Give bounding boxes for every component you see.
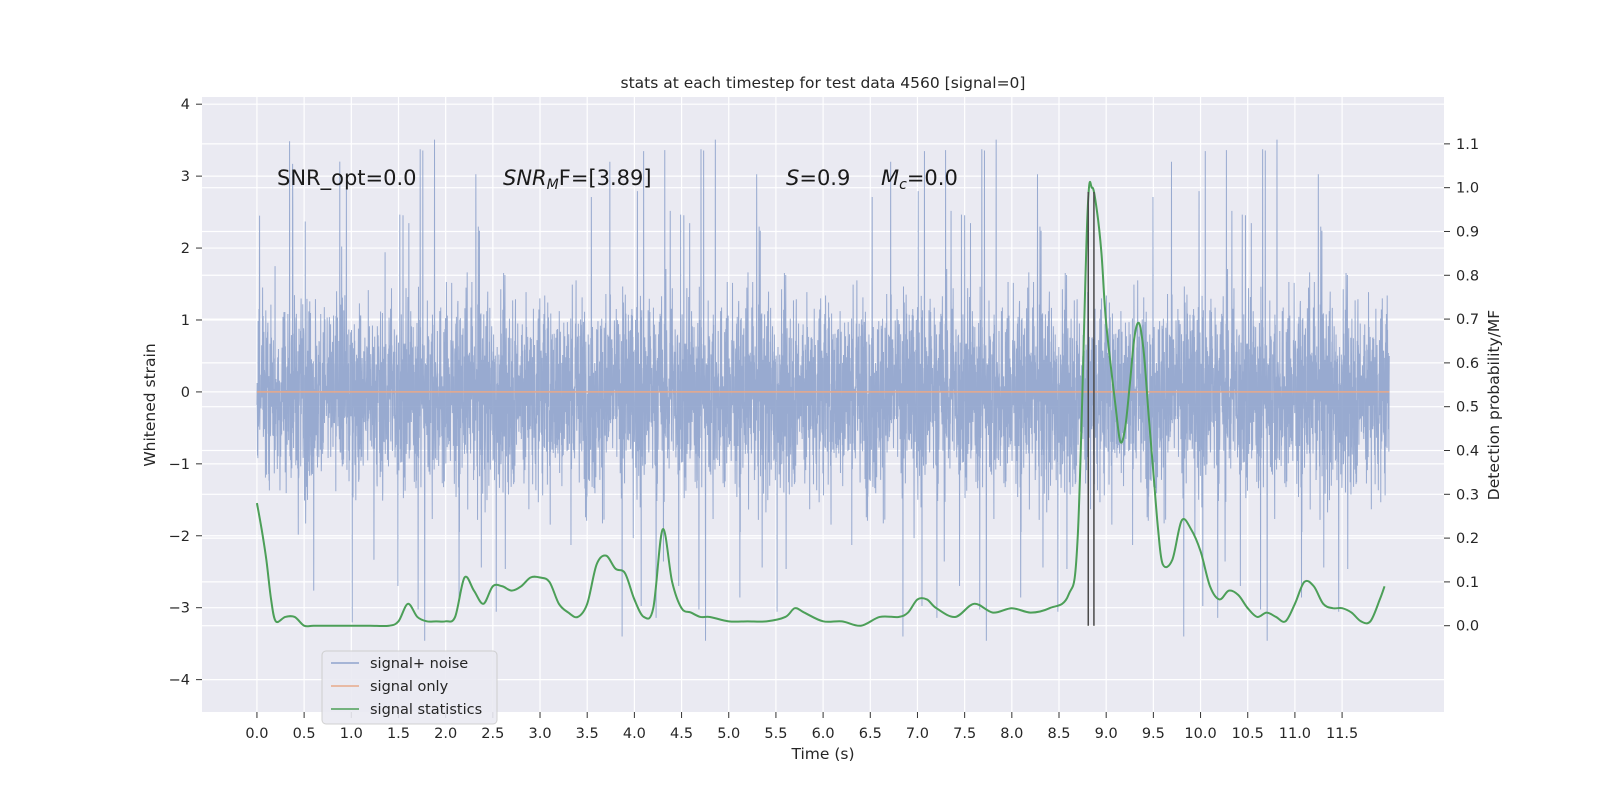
y-tick-label-right: 1.1 bbox=[1456, 137, 1479, 153]
annotation-s-value: =0.9 bbox=[799, 166, 850, 190]
annotation-snr-mf-sub: M bbox=[547, 177, 559, 193]
annotation-mc-sub: c bbox=[899, 177, 907, 193]
annotation-snr-mf-value: F=[3.89] bbox=[559, 166, 652, 190]
y-tick-label-right: 0.5 bbox=[1456, 400, 1479, 416]
x-tick-label: 1.0 bbox=[340, 726, 363, 742]
legend: signal+ noise signal only signal statist… bbox=[321, 650, 498, 725]
legend-label-signal-only: signal only bbox=[370, 679, 449, 695]
annotation-mc-stat: Mc=0.0 bbox=[881, 166, 958, 193]
y-tick-label-right: 1.0 bbox=[1456, 181, 1479, 197]
y-axis-label-left: Whitened strain bbox=[141, 343, 159, 466]
x-tick-label: 8.5 bbox=[1047, 726, 1070, 742]
x-tick-label: 4.0 bbox=[623, 726, 646, 742]
x-tick-label: 5.0 bbox=[717, 726, 740, 742]
y-tick-label-left: 4 bbox=[181, 97, 190, 113]
x-axis-label: Time (s) bbox=[790, 745, 854, 763]
y-tick-label-left: 3 bbox=[181, 169, 190, 185]
annotation-snr-mf: SNRMF=[3.89] bbox=[503, 166, 652, 193]
y-tick-label-left: −1 bbox=[169, 457, 190, 473]
y-tick-label-right: 0.6 bbox=[1456, 356, 1479, 372]
x-tick-label: 3.5 bbox=[576, 726, 599, 742]
x-tick-label: 10.5 bbox=[1232, 726, 1264, 742]
x-tick-label: 11.0 bbox=[1279, 726, 1311, 742]
annotation-mc-value: =0.0 bbox=[907, 166, 958, 190]
signal-statistics-line bbox=[255, 180, 1386, 628]
y-tick-label-left: 1 bbox=[181, 313, 190, 329]
x-tick-label: 1.5 bbox=[387, 726, 410, 742]
x-tick-label: 4.5 bbox=[670, 726, 693, 742]
y-tick-label-right: 0.7 bbox=[1456, 312, 1479, 328]
x-tick-label: 0.5 bbox=[293, 726, 316, 742]
legend-label-signal-statistics: signal statistics bbox=[370, 702, 482, 718]
x-tick-label: 7.5 bbox=[953, 726, 976, 742]
x-tick-label: 2.0 bbox=[434, 726, 457, 742]
axis-ticks: 0.0 0.5 1.0 1.5 2.0 2.5 3.0 3.5 4.0 4.5 5.0 5.5 6.0 6… bbox=[169, 97, 1479, 742]
y-tick-label-right: 0.1 bbox=[1456, 575, 1479, 591]
annotation-mc-label: M bbox=[881, 166, 899, 190]
y-tick-label-right: 0.4 bbox=[1456, 443, 1479, 459]
y-tick-label-left: −2 bbox=[169, 529, 190, 545]
series-signal-statistics bbox=[255, 180, 1386, 628]
x-tick-label: 11.5 bbox=[1326, 726, 1358, 742]
y-tick-label-left: 0 bbox=[181, 385, 190, 401]
legend-label-signal-noise: signal+ noise bbox=[370, 656, 468, 672]
legend-box bbox=[321, 650, 498, 725]
annotation-s-label: S bbox=[786, 166, 799, 190]
annotation-snr-mf-label: SNR bbox=[503, 166, 547, 190]
y-tick-label-right: 0.9 bbox=[1456, 224, 1479, 240]
x-tick-label: 9.5 bbox=[1142, 726, 1165, 742]
annotation-s-stat: S=0.9 bbox=[786, 166, 850, 190]
x-tick-label: 5.5 bbox=[764, 726, 787, 742]
x-tick-label: 6.5 bbox=[859, 726, 882, 742]
y-tick-label-right: 0.0 bbox=[1456, 619, 1479, 635]
x-tick-label: 6.0 bbox=[812, 726, 835, 742]
x-tick-label: 8.0 bbox=[1000, 726, 1023, 742]
y-tick-label-right: 0.2 bbox=[1456, 531, 1479, 547]
x-tick-label: 9.0 bbox=[1095, 726, 1118, 742]
y-tick-label-right: 0.8 bbox=[1456, 268, 1479, 284]
series-signal-noise bbox=[256, 139, 1390, 641]
y-tick-label-right: 0.3 bbox=[1456, 487, 1479, 503]
x-tick-label: 10.0 bbox=[1184, 726, 1216, 742]
noise-trace bbox=[256, 139, 1390, 641]
y-tick-label-left: −4 bbox=[169, 673, 190, 689]
y-axis-label-right: Detection probability/MF bbox=[1485, 310, 1503, 501]
y-tick-label-left: −3 bbox=[169, 601, 190, 617]
x-tick-label: 0.0 bbox=[245, 726, 268, 742]
detection-markers bbox=[1087, 192, 1095, 626]
x-tick-label: 3.0 bbox=[528, 726, 551, 742]
x-tick-label: 2.5 bbox=[481, 726, 504, 742]
y-tick-label-left: 2 bbox=[181, 241, 190, 257]
chart-title: stats at each timestep for test data 456… bbox=[621, 74, 1026, 92]
annotation-snr-opt: SNR_opt=0.0 bbox=[277, 166, 417, 191]
x-tick-label: 7.0 bbox=[906, 726, 929, 742]
